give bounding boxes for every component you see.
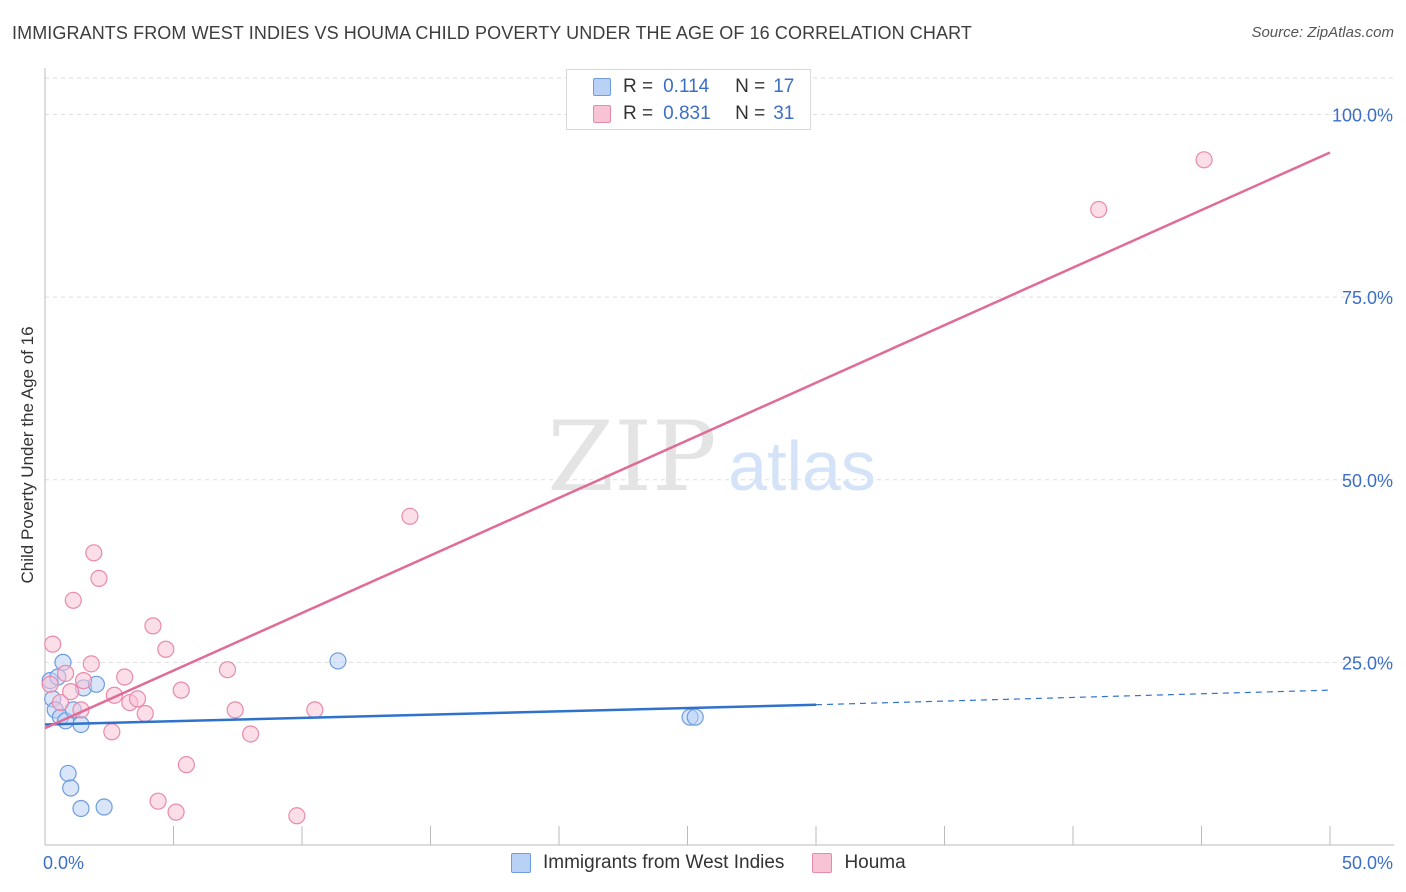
houma-point bbox=[85, 544, 103, 562]
legend-row-west-indies: R = 0.114 N = 17 bbox=[593, 75, 794, 99]
legend-swatch-pink bbox=[593, 105, 611, 123]
axes bbox=[44, 68, 1394, 846]
y-tick-label: 25.0% bbox=[1342, 653, 1393, 673]
west-indies-point bbox=[329, 652, 347, 670]
houma-point bbox=[51, 693, 70, 712]
houma-point bbox=[401, 507, 419, 525]
houma-point bbox=[56, 664, 75, 682]
series-legend-item-west-indies: Immigrants from West Indies bbox=[511, 852, 784, 874]
series-legend-label: Houma bbox=[844, 852, 906, 873]
legend-swatch-blue bbox=[593, 78, 611, 96]
x-tick-label-min: 0.0% bbox=[43, 853, 84, 873]
houma-point bbox=[288, 807, 306, 825]
west-indies-point bbox=[686, 708, 704, 726]
legend-n-label: N = bbox=[735, 76, 766, 97]
west-indies-point bbox=[72, 799, 90, 818]
legend-r-label: R = bbox=[623, 103, 654, 124]
houma-point bbox=[157, 640, 175, 658]
tick-labels: 25.0% 50.0% 75.0% 100.0% 0.0% 50.0% bbox=[43, 106, 1393, 873]
legend-n-label: N = bbox=[735, 103, 766, 124]
series-legend-swatch-blue bbox=[511, 853, 531, 873]
houma-point bbox=[44, 635, 62, 653]
series-legend-label: Immigrants from West Indies bbox=[543, 852, 785, 873]
west-indies-point bbox=[59, 764, 77, 783]
series-houma-points bbox=[41, 151, 1213, 825]
houma-point bbox=[41, 675, 59, 693]
legend-n-value: 31 bbox=[773, 103, 795, 124]
legend-r-value: 0.831 bbox=[663, 103, 711, 124]
houma-point bbox=[144, 617, 162, 635]
west-indies-point bbox=[95, 798, 113, 816]
watermark: ZIP atlas bbox=[547, 401, 876, 513]
houma-point bbox=[62, 682, 80, 701]
houma-point bbox=[103, 723, 121, 741]
watermark-zip: ZIP bbox=[547, 401, 716, 513]
legend-r-value: 0.114 bbox=[663, 76, 710, 97]
houma-point bbox=[1090, 200, 1108, 219]
houma-point bbox=[64, 591, 82, 609]
houma-point bbox=[149, 792, 167, 810]
series-legend-swatch-pink bbox=[812, 853, 833, 873]
watermark-atlas: atlas bbox=[728, 427, 876, 505]
y-tick-label: 100.0% bbox=[1332, 106, 1393, 126]
houma-point bbox=[90, 569, 108, 587]
legend-r-label: R = bbox=[623, 76, 654, 97]
houma-point bbox=[128, 690, 147, 708]
houma-point bbox=[136, 704, 154, 723]
houma-trend-line bbox=[44, 151, 1331, 730]
series-legend: Immigrants from West Indies Houma bbox=[511, 852, 934, 874]
source-credit: Source: ZipAtlas.com bbox=[1251, 24, 1394, 41]
legend-n-value: 17 bbox=[773, 76, 795, 97]
y-tick-label: 75.0% bbox=[1342, 288, 1393, 308]
houma-point bbox=[167, 803, 185, 821]
chart-title: IMMIGRANTS FROM WEST INDIES VS HOUMA CHI… bbox=[12, 23, 972, 43]
series-legend-item-houma: Houma bbox=[812, 852, 906, 874]
y-tick-label: 50.0% bbox=[1342, 471, 1393, 491]
houma-point bbox=[74, 672, 93, 690]
trend-lines bbox=[44, 151, 1331, 730]
houma-point bbox=[226, 701, 244, 719]
houma-point bbox=[218, 661, 237, 679]
correlation-legend: R = 0.114 N = 17 R = 0.831 N = 31 bbox=[566, 69, 811, 130]
houma-point bbox=[82, 655, 100, 673]
x-tick-label-max: 50.0% bbox=[1342, 853, 1393, 873]
series-west-indies-points bbox=[41, 652, 704, 818]
houma-point bbox=[242, 725, 260, 743]
west-indies-point bbox=[62, 779, 80, 797]
legend-row-houma: R = 0.831 N = 31 bbox=[593, 102, 794, 126]
houma-point bbox=[1195, 151, 1213, 169]
grid-lines bbox=[45, 77, 1394, 663]
houma-point bbox=[172, 681, 190, 699]
houma-point bbox=[116, 668, 134, 686]
houma-point bbox=[177, 756, 195, 774]
west-indies-trend-extension bbox=[815, 689, 1331, 706]
houma-point bbox=[306, 701, 324, 719]
west-indies-trend-line bbox=[44, 703, 817, 726]
